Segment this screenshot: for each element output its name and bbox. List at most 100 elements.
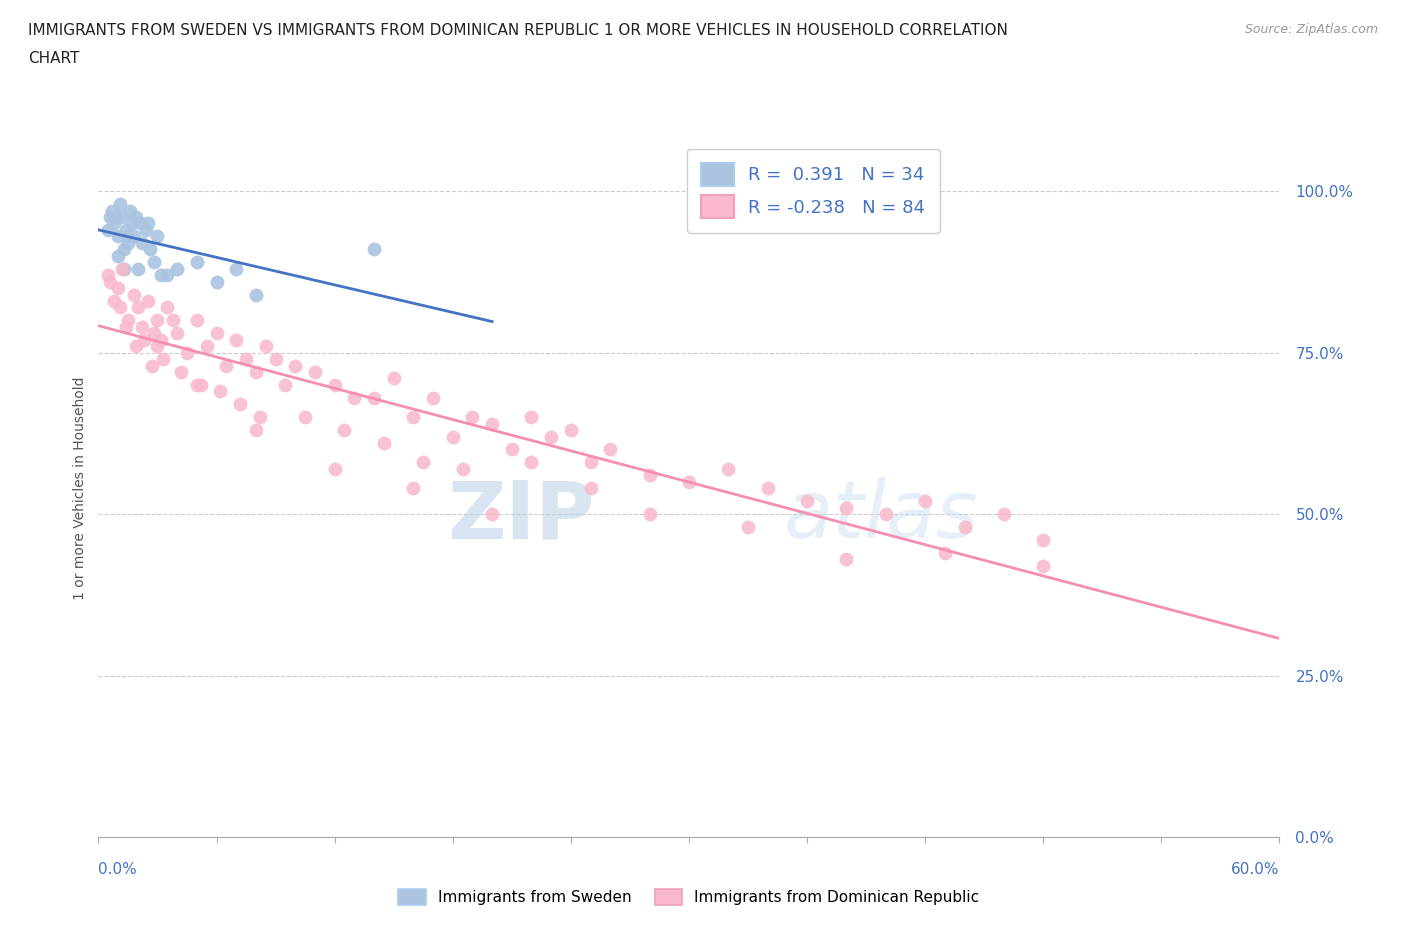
Point [101,203,124,218]
Point [225,332,247,347]
Point [146,229,169,244]
Point [122,287,145,302]
Text: atlas: atlas [783,477,979,555]
Point [579,481,602,496]
Point [98,209,121,224]
Point [108,196,131,211]
Point [112,242,135,257]
Point [156,300,179,315]
Point [166,261,188,276]
Point [105,209,128,224]
Point [115,319,138,334]
Point [136,216,159,231]
Text: CHART: CHART [28,51,80,66]
Point [914,494,936,509]
Point [150,332,173,347]
Point [186,312,208,327]
Point [294,410,316,425]
Point [152,352,174,366]
Point [737,520,759,535]
Point [107,229,129,244]
Point [205,326,228,340]
Point [382,371,405,386]
Point [756,481,779,496]
Point [108,300,131,315]
Point [638,468,661,483]
Point [112,261,135,276]
Point [125,209,148,224]
Point [412,455,434,470]
Point [229,397,252,412]
Y-axis label: 1 or more Vehicles in Household: 1 or more Vehicles in Household [73,377,87,600]
Point [245,365,267,379]
Point [1032,533,1054,548]
Point [117,229,139,244]
Point [323,378,346,392]
Point [225,261,247,276]
Point [132,332,155,347]
Point [249,410,271,425]
Point [363,391,385,405]
Point [835,551,858,566]
Point [520,455,543,470]
Point [441,429,464,444]
Point [638,507,661,522]
Point [142,326,165,340]
Point [122,229,145,244]
Point [520,410,543,425]
Point [142,255,165,270]
Point [146,339,169,353]
Point [138,242,160,257]
Point [125,339,148,353]
Legend: Immigrants from Sweden, Immigrants from Dominican Republic: Immigrants from Sweden, Immigrants from … [391,882,987,913]
Point [245,422,267,438]
Text: IMMIGRANTS FROM SWEDEN VS IMMIGRANTS FROM DOMINICAN REPUBLIC 1 OR MORE VEHICLES : IMMIGRANTS FROM SWEDEN VS IMMIGRANTS FRO… [28,23,1008,38]
Point [579,455,602,470]
Point [118,203,141,218]
Text: ZIP: ZIP [447,477,595,555]
Point [111,261,134,276]
Point [402,481,425,496]
Point [131,235,153,250]
Point [274,378,297,392]
Point [993,507,1015,522]
Point [501,442,523,457]
Point [796,494,818,509]
Point [98,274,121,289]
Point [156,268,179,283]
Point [402,410,425,425]
Point [97,268,120,283]
Point [875,507,897,522]
Point [540,429,562,444]
Point [117,235,139,250]
Point [461,410,484,425]
Point [107,248,129,263]
Point [304,365,326,379]
Point [103,216,125,231]
Point [953,520,976,535]
Point [127,261,149,276]
Point [481,507,503,522]
Point [131,319,153,334]
Text: Source: ZipAtlas.com: Source: ZipAtlas.com [1244,23,1378,36]
Point [162,312,184,327]
Point [186,255,208,270]
Point [117,312,139,327]
Point [111,209,134,224]
Point [343,391,366,405]
Point [209,384,232,399]
Point [835,500,858,515]
Point [205,274,228,289]
Text: 0.0%: 0.0% [98,862,138,877]
Text: 60.0%: 60.0% [1232,862,1279,877]
Point [127,300,149,315]
Point [107,281,129,296]
Point [170,365,193,379]
Point [934,545,956,560]
Point [136,294,159,309]
Legend: R =  0.391   N = 34, R = -0.238   N = 84: R = 0.391 N = 34, R = -0.238 N = 84 [688,149,939,232]
Point [235,352,257,366]
Point [141,358,163,373]
Point [245,287,267,302]
Point [333,422,356,438]
